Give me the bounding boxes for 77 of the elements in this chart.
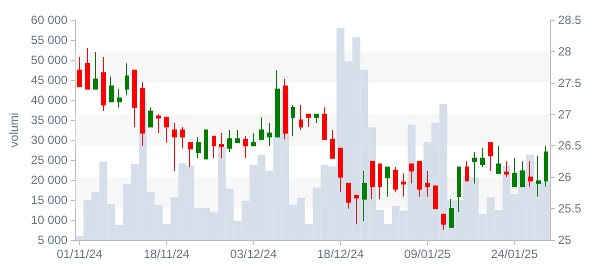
candlestick (85, 48, 90, 90)
x-tick-label: 24/01/25 (491, 247, 538, 261)
candlestick (330, 130, 335, 159)
x-tick-label: 01/11/24 (56, 247, 103, 261)
candlestick (132, 70, 137, 128)
x-tick-label: 03/12/24 (230, 247, 278, 261)
candlestick (480, 148, 485, 168)
candlestick (227, 130, 232, 152)
candlestick (291, 104, 295, 137)
y-tick-label: 35 000 (30, 113, 68, 127)
y2-tick-label: 26.5 (558, 138, 582, 153)
candlestick (148, 106, 153, 128)
candlestick (164, 116, 169, 144)
candlestick (393, 166, 398, 193)
candlestick (156, 114, 161, 134)
candlestick (528, 160, 533, 188)
candlestick (306, 114, 311, 128)
candlestick (433, 185, 438, 210)
candlestick (212, 136, 216, 159)
y2-tick-label: 27.5 (558, 76, 582, 90)
candlestick (409, 163, 414, 184)
y2-tick-label: 27 (558, 107, 572, 122)
candlestick (172, 122, 177, 172)
y-tick-label: 45 000 (30, 73, 68, 87)
candlestick (180, 126, 185, 149)
candlestick (441, 214, 446, 230)
candlestick (235, 130, 240, 144)
candlestick (77, 56, 82, 88)
candlestick (496, 145, 501, 174)
x-tick-label: 18/11/24 (144, 247, 190, 261)
x-tick-label: 18/12/24 (317, 247, 364, 261)
y-tick-label: 50 000 (30, 53, 68, 67)
y2-tick-label: 25 (558, 233, 572, 247)
candlestick (267, 122, 272, 146)
y-axis-title: volumi (7, 112, 21, 148)
candlestick (354, 194, 359, 225)
candlestick (101, 56, 106, 112)
candlestick (196, 136, 201, 159)
y-tick-label: 55 000 (30, 33, 68, 47)
candlestick (314, 114, 319, 124)
candlestick (259, 116, 264, 140)
candlestick (465, 160, 469, 182)
candlestick (544, 145, 548, 188)
candlestick (401, 172, 406, 198)
candlestick (512, 158, 517, 188)
candlestick (219, 132, 224, 159)
y-tick-label: 20 000 (30, 173, 68, 187)
candlestick (338, 148, 343, 193)
candlestick (362, 170, 367, 222)
candlestick (93, 52, 98, 90)
candlestick (243, 136, 248, 159)
candlestick (425, 170, 430, 198)
x-tick-label: 09/01/25 (404, 247, 452, 261)
y2-tick-label: 26 (558, 170, 572, 184)
candlestick (109, 76, 114, 102)
candlestick (125, 62, 129, 96)
y-tick-label: 30 000 (30, 133, 68, 147)
candlestick (204, 130, 208, 160)
candlestick (488, 142, 493, 172)
y-tick-label: 15 000 (30, 193, 68, 207)
y-tick-label: 40 000 (30, 93, 68, 107)
candlestick (299, 104, 303, 130)
y-tick-label: 10 000 (30, 213, 68, 227)
candlestick (346, 182, 351, 210)
y2-tick-label: 25.5 (558, 202, 582, 216)
candlestick (457, 166, 461, 212)
candlestick (504, 160, 509, 178)
y-tick-label: 60 000 (30, 13, 68, 27)
y2-tick-label: 28 (558, 44, 572, 58)
candlestick (385, 166, 390, 198)
y-tick-label: 5 000 (38, 233, 68, 247)
candlestick (117, 88, 122, 108)
y-tick-label: 25 000 (30, 153, 68, 167)
y2-tick-label: 28.5 (558, 13, 582, 27)
candlestick (322, 106, 327, 140)
candlestick (251, 132, 256, 146)
candlestick (378, 163, 382, 200)
